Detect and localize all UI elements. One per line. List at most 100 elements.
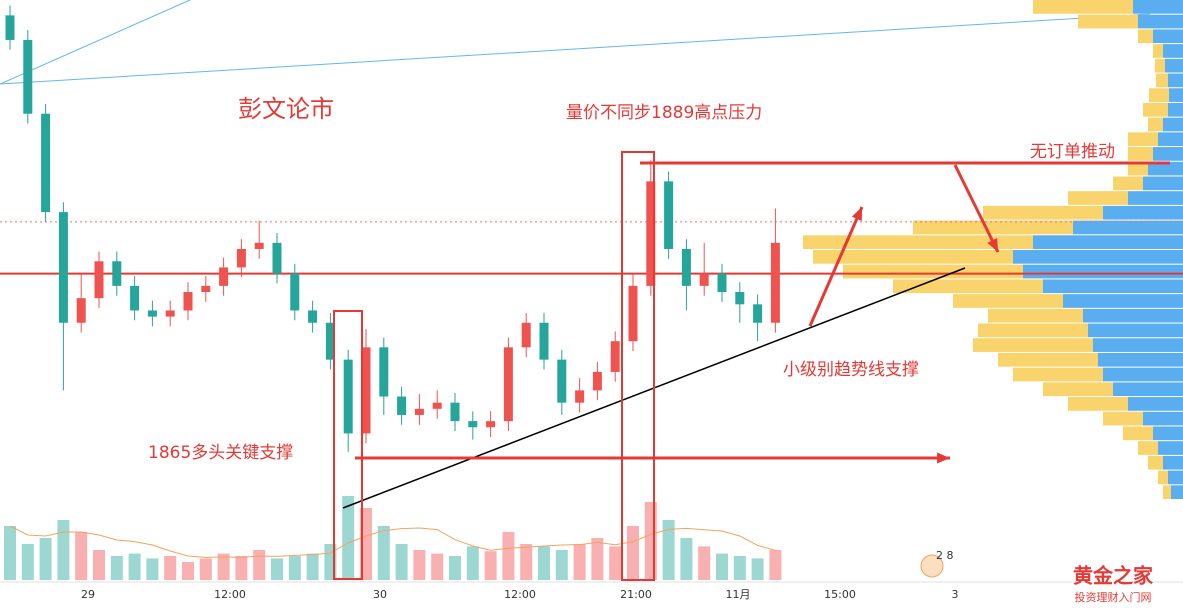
candle-body [610, 341, 620, 372]
profile-buy [953, 294, 1063, 308]
annotation: 量价不同步1889高点压力 [566, 103, 762, 123]
profile-buy [973, 338, 1093, 352]
annotation: 1865多头关键支撑 [148, 443, 293, 463]
arrow [953, 164, 1000, 253]
volume-bar [395, 544, 408, 580]
profile-sell [1153, 426, 1183, 441]
candle-body [130, 285, 140, 311]
candle-body [41, 113, 51, 213]
profile-sell [1158, 132, 1183, 147]
candle-body [681, 248, 691, 286]
profile-sell [1158, 441, 1183, 455]
volume-bar [484, 551, 497, 580]
profile-buy [803, 235, 1033, 249]
candle-body [147, 310, 157, 317]
volume-bar [449, 556, 461, 580]
profile-sell [1168, 73, 1183, 88]
profile-buy [1123, 426, 1153, 441]
candle-body [254, 242, 264, 249]
arrow-head [987, 238, 998, 252]
profile-sell [1138, 14, 1183, 29]
profile-buy [1158, 470, 1168, 485]
highlight-box [333, 310, 363, 580]
volume-bar [306, 553, 319, 580]
logo [920, 554, 944, 578]
candle-body [397, 396, 407, 415]
arrow [808, 206, 864, 327]
profile-buy [1138, 441, 1158, 455]
volume-bar [716, 553, 728, 580]
annotation: 彭文论市 [238, 95, 334, 123]
volume-bar [502, 532, 515, 580]
candle-body [735, 292, 745, 305]
profile-sell [1073, 220, 1183, 235]
volume-bar [466, 546, 479, 580]
candle-body [165, 310, 175, 317]
x-tick-label: 30 [373, 588, 387, 601]
profile-sell [1013, 250, 1183, 264]
profile-buy [988, 308, 1083, 323]
volume-bar [609, 546, 622, 580]
volume-bar [21, 544, 34, 580]
volume-bar [698, 546, 711, 580]
candle-body [325, 322, 335, 360]
volume-ma [9, 525, 776, 558]
volume-bar [75, 532, 88, 580]
profile-sell [1163, 455, 1183, 470]
volume-bar [288, 556, 301, 580]
profile-sell [1153, 29, 1183, 44]
profile-buy [1013, 367, 1103, 382]
candle-body [308, 310, 318, 323]
profile-sell [1168, 470, 1183, 485]
volume-bar [146, 558, 159, 580]
badge: 2 8 [936, 549, 954, 562]
profile-buy [1148, 455, 1163, 470]
volume-bar [57, 520, 70, 580]
profile-sell [1165, 58, 1183, 73]
volume-bar [39, 538, 52, 580]
candle-body [486, 421, 496, 428]
x-tick-label: 3 [952, 588, 959, 601]
profile-buy [1155, 58, 1165, 73]
volume-bar [271, 558, 283, 580]
candle-body [521, 322, 531, 348]
candle-body [646, 181, 656, 286]
candle-body [468, 421, 478, 428]
profile-sell [1169, 88, 1183, 102]
volume-bar [413, 550, 426, 580]
profile-sell [1033, 235, 1183, 249]
volume-bar [182, 562, 194, 580]
candle-body [628, 285, 638, 342]
profile-buy [1068, 397, 1128, 411]
candle-body [343, 359, 353, 434]
candle-body [76, 298, 86, 323]
volume-bar [164, 556, 177, 580]
volume-bar [662, 520, 675, 580]
x-tick-label: 15:00 [824, 588, 856, 601]
profile-sell [1133, 0, 1183, 14]
volume-bar [128, 553, 141, 580]
channel-line [0, 13, 1151, 85]
volume-bar [235, 556, 248, 580]
profile-buy [1156, 73, 1168, 88]
arrow-head [851, 207, 862, 221]
volume-bar [253, 550, 266, 580]
profile-sell [1093, 338, 1183, 352]
profile-buy [813, 250, 1013, 264]
volume-bar [591, 538, 604, 580]
profile-sell [1063, 294, 1183, 308]
profile-buy [1148, 117, 1163, 132]
volume-bar [751, 558, 764, 580]
candle-body [58, 212, 68, 323]
profile-buy [1128, 147, 1153, 161]
candle-body [664, 181, 674, 249]
candle-body [432, 402, 442, 409]
x-tick-label: 12:00 [504, 588, 536, 601]
profile-sell [1103, 367, 1183, 382]
profile-buy [843, 264, 1023, 279]
x-tick-label: 11月 [726, 588, 751, 601]
volume-bar [680, 538, 693, 580]
profile-buy [1043, 382, 1113, 397]
profile-sell [1103, 205, 1183, 220]
